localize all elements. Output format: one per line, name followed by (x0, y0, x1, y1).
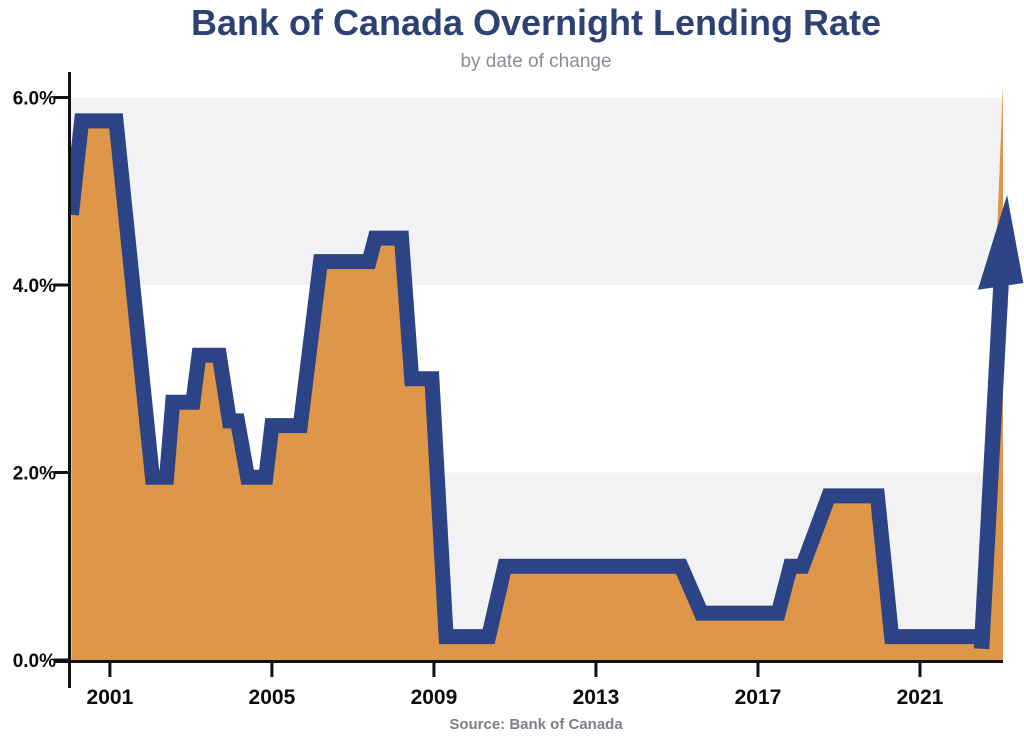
y-tick-label-2: 2.0% (13, 464, 56, 485)
rate-line (69, 113, 981, 645)
y-tick-label-6: 6.0% (13, 89, 56, 110)
plot-clip-group (69, 84, 1003, 660)
y-tick-label-4: 4.0% (13, 276, 56, 297)
x-tick-label-2017: 2017 (735, 686, 782, 709)
x-tick-label-2021: 2021 (897, 686, 944, 709)
x-tick-label-2009: 2009 (411, 686, 458, 709)
x-tick-label-2005: 2005 (249, 686, 296, 709)
chart-title: Bank of Canada Overnight Lending Rate (190, 2, 882, 43)
rising-rate-arrow-head (977, 195, 1024, 290)
rate-area-fill (71, 84, 1003, 660)
x-tick-label-2001: 2001 (87, 686, 134, 709)
shaded-band-4-6 (69, 97, 1003, 285)
rising-rate-arrow-shaft (973, 284, 1009, 650)
y-tick-label-0: 0.0% (13, 651, 56, 672)
x-tick-label-2013: 2013 (573, 686, 620, 709)
chart-subtitle: by date of change (460, 51, 612, 72)
source-label: Source: Bank of Canada (449, 716, 623, 733)
